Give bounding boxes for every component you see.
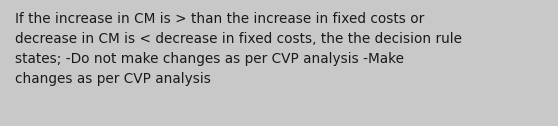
Text: If the increase in CM is > than the increase in fixed costs or
decrease in CM is: If the increase in CM is > than the incr… — [16, 12, 463, 86]
